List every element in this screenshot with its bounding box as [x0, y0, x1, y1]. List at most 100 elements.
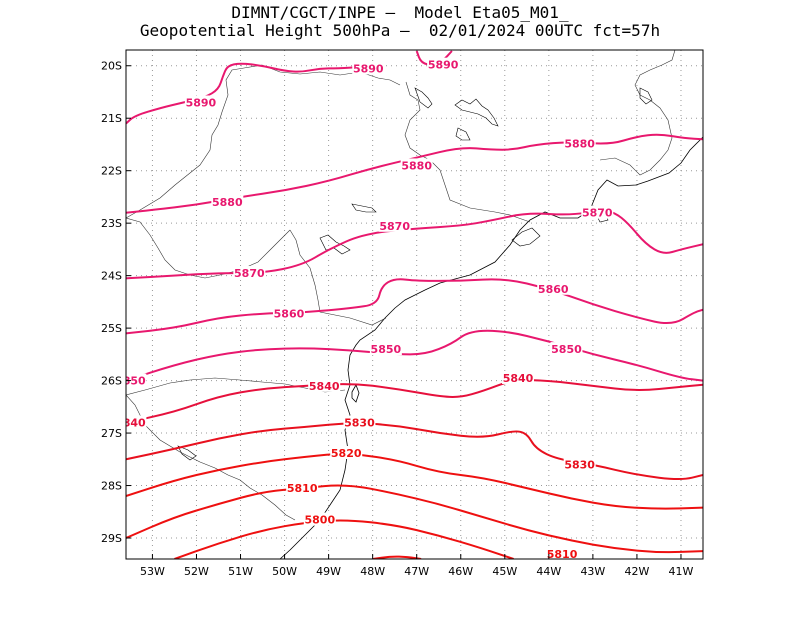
contour-label-5850: 5850 — [371, 343, 402, 356]
lake — [455, 127, 471, 141]
lat-tick-label: 22S — [101, 165, 122, 178]
contour-label-bg — [308, 378, 341, 392]
contour-label-bg — [184, 95, 217, 109]
lat-tick-label: 27S — [101, 427, 122, 440]
contour-label-bg — [581, 205, 614, 219]
contour-label-bg — [286, 481, 319, 495]
state-border — [261, 64, 401, 86]
contour-label-5870: 5870 — [234, 267, 265, 280]
contour-label-5870: 5870 — [379, 220, 410, 233]
state-border — [126, 64, 263, 219]
lon-tick-label: 43W — [580, 565, 605, 578]
lon-tick-label: 52W — [184, 565, 209, 578]
axis-ticks: 53W 52W 51W 50W 49W 48W 47W 46W 45W 44W 43W 42W 41W 2… — [101, 60, 694, 578]
lake — [639, 87, 653, 105]
lon-tick-label: 50W — [272, 565, 297, 578]
contour-5850 — [126, 329, 703, 382]
plot-frame — [125, 49, 704, 560]
contour-label-bg — [563, 136, 596, 150]
contour-label-bg — [563, 457, 596, 471]
contour-label-bg — [537, 281, 570, 295]
contour-label-5860: 5860 — [538, 283, 569, 296]
contour-label-bg — [550, 342, 583, 356]
map-title-line-2: Geopotential Height 500hPa – 02/01/2024 … — [139, 21, 661, 40]
state-border — [599, 50, 676, 176]
contour-label-5890: 5890 — [428, 59, 459, 72]
contour-label-bg — [343, 415, 376, 429]
geography-layer — [126, 50, 703, 559]
lon-tick-label: 44W — [536, 565, 561, 578]
contour-5810 — [126, 484, 703, 554]
contour-label-5850: 5850 — [115, 375, 146, 388]
contour-label-5850: 5850 — [551, 343, 582, 356]
contour-label-5890: 5890 — [353, 62, 384, 75]
contour-label-bg — [546, 546, 579, 559]
lon-tick-label: 49W — [316, 565, 341, 578]
contour-label-5890: 5890 — [186, 96, 217, 109]
lat-tick-label: 21S — [101, 112, 122, 125]
contour-label-5810: 5810 — [547, 548, 578, 561]
lake — [511, 227, 541, 247]
contour-label-5800: 5800 — [304, 514, 335, 527]
state-border — [404, 81, 531, 223]
lat-tick-label: 25S — [101, 322, 122, 335]
contour-label-5860: 5860 — [274, 307, 305, 320]
lat-tick-label: 23S — [101, 217, 122, 230]
contour-label-bg — [427, 57, 460, 71]
contour-label-5830: 5830 — [344, 417, 375, 430]
lon-tick-label: 42W — [624, 565, 649, 578]
island-florianopolis — [351, 384, 360, 403]
lat-tick-label: 26S — [101, 375, 122, 388]
lon-tick-label: 48W — [360, 565, 385, 578]
contour-label-bg — [502, 370, 535, 384]
contour-label-5840: 5840 — [115, 417, 146, 430]
lat-tick-label: 29S — [101, 532, 122, 545]
contour-labels: 5890 5890 5890 5880 5880 5880 5870 5870 5870 5860… — [115, 57, 614, 561]
contour-label-5840: 5840 — [503, 372, 534, 385]
contour-5870 — [126, 209, 703, 280]
contour-label-bg — [233, 266, 266, 280]
state-border — [289, 229, 387, 326]
lake — [177, 445, 197, 461]
contour-label-bg — [126, 373, 147, 387]
contour-label-bg — [352, 61, 385, 75]
lon-tick-label: 45W — [492, 565, 517, 578]
coastline — [279, 136, 703, 559]
lon-tick-label: 41W — [669, 565, 694, 578]
map-title-line-1: DIMNT/CGCT/INPE – Model Eta05_M01_ — [231, 3, 569, 22]
lat-lon-grid — [126, 50, 703, 559]
contour-5890 — [126, 62, 364, 125]
contour-label-5880: 5880 — [401, 159, 432, 172]
contour-5820 — [126, 453, 703, 510]
contour-label-5880: 5880 — [564, 137, 595, 150]
contour-5840 — [126, 379, 703, 424]
contour-label-5840: 5840 — [309, 380, 340, 393]
lon-tick-label: 47W — [404, 565, 429, 578]
contour-label-bg — [378, 218, 411, 232]
lat-tick-label: 28S — [101, 480, 122, 493]
lake — [414, 87, 433, 109]
contour-5800 — [174, 519, 514, 559]
country-border — [126, 394, 296, 521]
contour-label-bg — [211, 195, 244, 209]
lat-tick-label: 24S — [101, 270, 122, 283]
lon-tick-label: 46W — [448, 565, 473, 578]
contour-label-bg — [400, 158, 433, 172]
contour-label-5830: 5830 — [564, 459, 595, 472]
contour-label-bg — [303, 512, 336, 526]
contour-label-5870: 5870 — [582, 207, 613, 220]
contour-5860 — [126, 278, 703, 335]
contour-label-5820: 5820 — [331, 447, 362, 460]
contour-label-bg — [126, 415, 147, 429]
contour-lines — [126, 50, 703, 559]
lon-tick-label: 53W — [140, 565, 165, 578]
lon-tick-label: 51W — [228, 565, 253, 578]
lat-tick-label: 20S — [101, 60, 122, 73]
lake — [351, 203, 377, 213]
contour-label-bg — [330, 446, 363, 460]
contour-label-bg — [369, 342, 402, 356]
contour-label-5880: 5880 — [212, 196, 243, 209]
country-border — [126, 217, 291, 279]
lake — [454, 98, 499, 127]
